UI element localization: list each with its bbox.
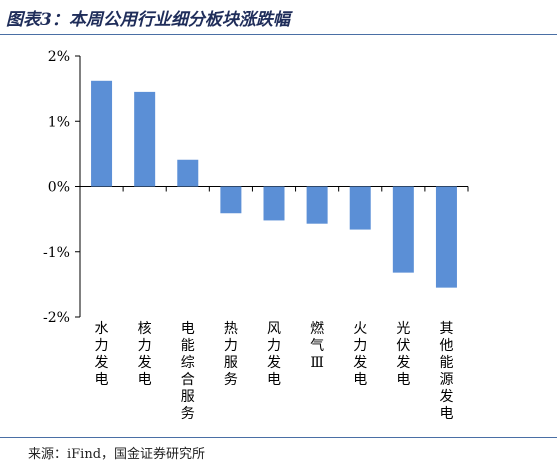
x-tick-label: 电能综合服务 (181, 321, 195, 422)
y-tick-label: 0% (48, 180, 70, 196)
bar (91, 80, 113, 187)
bar (263, 186, 285, 221)
x-tick-label: 水力发电 (95, 321, 109, 388)
y-tick-label: 2% (48, 49, 70, 65)
x-tick-label: 热力服务 (224, 321, 238, 388)
bar (177, 159, 199, 187)
x-tick-label: 风力发电 (267, 321, 281, 388)
bar (306, 186, 328, 224)
y-tick-label: 1% (48, 114, 70, 130)
y-tick-label: -2% (43, 310, 70, 326)
x-tick-label: 燃气 Ⅲ (310, 320, 324, 371)
bar-chart: 2% 1% 0% -1% -2% 水力发电 核力发电 电能综合服务 热力服务 风力发电 燃气 Ⅲ 火力发… (43, 49, 469, 422)
chart-title: 图表3：本周公用行业细分板块涨跌幅 (6, 10, 290, 30)
y-tick-label: -1% (43, 245, 70, 261)
x-tick-label: 其他能源发电 (439, 321, 453, 422)
chart-area: 2% 1% 0% -1% -2% 水力发电 核力发电 电能综合服务 热力服务 风力发电 燃气 Ⅲ 火力发… (0, 40, 557, 435)
source-note: 来源：iFind，国金证券研究所 (28, 447, 206, 462)
bottom-rule (0, 437, 557, 438)
x-tick-label: 光伏发电 (396, 321, 410, 388)
x-tick-label: 火力发电 (353, 321, 367, 388)
bar (134, 91, 156, 187)
x-tick-label: 核力发电 (138, 321, 152, 388)
bar (349, 186, 371, 230)
bar (435, 186, 457, 288)
bar (392, 186, 414, 273)
bar (220, 186, 242, 214)
title-rule (0, 34, 557, 35)
